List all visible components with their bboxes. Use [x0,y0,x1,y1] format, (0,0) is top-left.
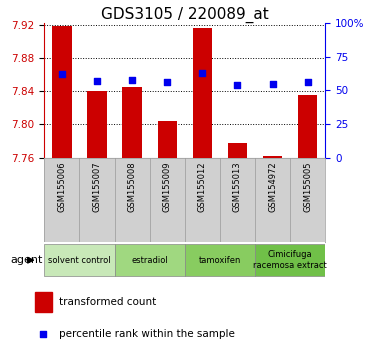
Text: GSM155013: GSM155013 [233,162,242,212]
Point [305,79,311,85]
Bar [52,26,72,158]
Text: solvent control: solvent control [48,256,111,265]
Point [270,81,276,86]
Title: GDS3105 / 220089_at: GDS3105 / 220089_at [101,7,269,23]
Point [59,71,65,77]
Point [129,77,135,82]
Bar [44,244,115,276]
Bar [87,91,107,158]
Text: estradiol: estradiol [131,256,168,265]
Bar [255,244,325,276]
Text: GSM155009: GSM155009 [163,162,172,212]
Text: GSM155007: GSM155007 [92,162,102,212]
Bar [122,87,142,158]
Bar [263,156,282,158]
Point [164,79,170,85]
Text: GSM155012: GSM155012 [198,162,207,212]
Text: transformed count: transformed count [59,297,156,307]
Text: GSM155008: GSM155008 [127,162,137,212]
Point [94,78,100,84]
Bar [228,143,247,158]
Bar [115,244,185,276]
Text: percentile rank within the sample: percentile rank within the sample [59,329,234,339]
Text: agent: agent [10,255,42,265]
Point [234,82,241,88]
Text: GSM154972: GSM154972 [268,162,277,212]
Text: GSM155006: GSM155006 [57,162,66,212]
Text: tamoxifen: tamoxifen [199,256,241,265]
Bar [185,244,255,276]
Point [199,70,206,76]
Text: GSM155005: GSM155005 [303,162,312,212]
Bar [157,121,177,158]
Point [40,331,46,337]
Bar [35,292,52,313]
Text: Cimicifuga
racemosa extract: Cimicifuga racemosa extract [253,251,327,270]
Bar [193,28,212,158]
Bar [298,96,317,158]
